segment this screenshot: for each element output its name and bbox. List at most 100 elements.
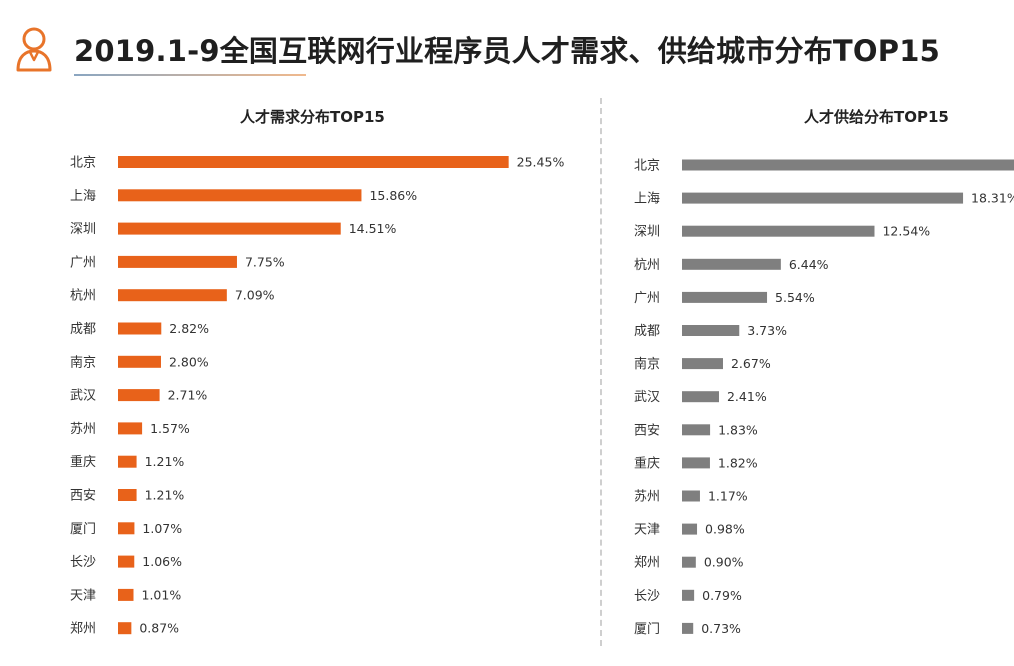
supply-bar: [682, 622, 694, 634]
supply-value-label: 0.90%: [704, 555, 744, 570]
supply-bar: [682, 325, 740, 336]
supply-value-label: 2.67%: [731, 356, 771, 371]
demand-category-label: 天津: [70, 588, 96, 603]
supply-bar: [682, 490, 700, 502]
demand-value-label: 1.01%: [142, 587, 182, 602]
supply-category-label: 长沙: [634, 589, 660, 604]
supply-category-label: 上海: [634, 192, 660, 207]
demand-bar: [118, 156, 509, 168]
supply-bar: [682, 556, 696, 568]
supply-value-label: 0.73%: [701, 621, 741, 636]
demand-value-label: 15.86%: [369, 188, 417, 203]
panel-divider: [600, 98, 602, 646]
supply-panel: 人才供给分布TOP15 北京上海 18.31% 深圳 12.54% 杭州 6.44% 广州 5…: [606, 96, 1014, 656]
demand-bar: [118, 489, 137, 501]
demand-bar: [118, 422, 143, 435]
supply-value-label: 18.31%: [971, 191, 1014, 206]
supply-bar: [682, 589, 695, 601]
demand-category-label: 上海: [70, 189, 96, 204]
demand-bar: [118, 555, 135, 568]
demand-bar: [118, 222, 341, 235]
page-title: 2019.1-9全国互联网行业程序员人才需求、供给城市分布TOP15: [74, 34, 940, 68]
supply-bar: [682, 159, 1014, 171]
demand-bar: [118, 522, 135, 535]
demand-bar-chart: 北京 25.45% 上海 15.86% 深圳 14.51% 广州 7.75% 杭州 7.09% 成都…: [70, 155, 565, 637]
supply-value-label: 0.98%: [705, 522, 745, 537]
supply-bar: [682, 358, 723, 370]
supply-category-label: 天津: [634, 523, 660, 538]
supply-value-label: 0.79%: [702, 588, 742, 603]
demand-category-label: 厦门: [70, 522, 96, 537]
demand-category-label: 南京: [70, 354, 96, 370]
demand-category-label: 郑州: [70, 622, 96, 637]
demand-bar: [118, 322, 162, 335]
supply-bar: [682, 523, 698, 535]
supply-category-label: 武汉: [634, 390, 660, 405]
demand-value-label: 25.45%: [517, 155, 565, 170]
demand-value-label: 2.71%: [168, 388, 208, 403]
demand-category-label: 重庆: [70, 454, 96, 470]
demand-value-label: 1.57%: [150, 421, 190, 436]
demand-category-label: 苏州: [70, 421, 96, 437]
supply-category-label: 重庆: [634, 455, 660, 471]
demand-bar: [118, 622, 132, 635]
demand-value-label: 0.87%: [139, 621, 179, 636]
supply-value-label: 1.17%: [708, 489, 748, 504]
supply-value-label: 1.82%: [718, 455, 758, 470]
supply-category-label: 苏州: [634, 489, 660, 505]
supply-value-label: 12.54%: [882, 224, 930, 239]
demand-bar: [118, 255, 237, 268]
supply-value-label: 6.44%: [789, 257, 829, 272]
supply-category-label: 厦门: [634, 622, 660, 637]
demand-value-label: 14.51%: [349, 221, 397, 236]
supply-bar: [682, 391, 719, 403]
supply-value-label: 3.73%: [747, 323, 787, 338]
demand-value-label: 2.82%: [169, 321, 209, 336]
demand-value-label: 1.21%: [145, 488, 185, 503]
demand-category-label: 长沙: [70, 555, 96, 570]
supply-category-label: 深圳: [634, 225, 660, 240]
supply-chart-title: 人才供给分布TOP15: [804, 108, 949, 126]
page-header: 2019.1-9全国互联网行业程序员人才需求、供给城市分布TOP15: [0, 0, 1014, 90]
demand-bar: [118, 289, 227, 302]
demand-category-label: 西安: [70, 489, 96, 504]
supply-category-label: 郑州: [634, 556, 660, 571]
demand-chart-title: 人才需求分布TOP15: [240, 108, 385, 126]
demand-value-label: 1.06%: [142, 554, 182, 569]
demand-value-label: 7.09%: [235, 288, 275, 303]
demand-value-label: 2.80%: [169, 354, 209, 369]
demand-value-label: 1.21%: [145, 454, 185, 469]
title-underline: [74, 74, 306, 76]
supply-bar: [682, 424, 711, 436]
supply-bar: [682, 225, 875, 237]
supply-bar: [682, 258, 781, 270]
demand-category-label: 杭州: [70, 289, 96, 304]
demand-value-label: 7.75%: [245, 254, 285, 269]
demand-bar: [118, 455, 137, 468]
demand-category-label: 成都: [70, 322, 96, 337]
supply-category-label: 广州: [634, 291, 660, 306]
supply-value-label: 5.54%: [775, 290, 815, 305]
supply-category-label: 南京: [634, 356, 660, 372]
demand-value-label: 1.07%: [142, 521, 182, 536]
demand-category-label: 武汉: [70, 389, 96, 404]
demand-bar: [118, 588, 134, 601]
demand-bar: [118, 189, 362, 202]
person-icon: [16, 27, 52, 72]
supply-value-label: 1.83%: [718, 422, 758, 437]
demand-category-label: 北京: [70, 156, 96, 171]
demand-bar: [118, 355, 161, 368]
demand-category-label: 广州: [70, 255, 96, 270]
supply-bar: [682, 457, 710, 469]
supply-category-label: 北京: [634, 159, 660, 174]
supply-value-label: 2.41%: [727, 389, 767, 404]
supply-bar: [682, 291, 768, 303]
demand-bar: [118, 389, 160, 402]
supply-category-label: 杭州: [634, 258, 660, 273]
supply-category-label: 成都: [634, 324, 660, 339]
supply-category-label: 西安: [634, 423, 660, 438]
supply-bar: [682, 192, 964, 204]
demand-category-label: 深圳: [70, 222, 96, 237]
demand-panel: 人才需求分布TOP15 北京 25.45% 上海 15.86% 深圳 14.51% 广州 7.…: [0, 96, 595, 656]
